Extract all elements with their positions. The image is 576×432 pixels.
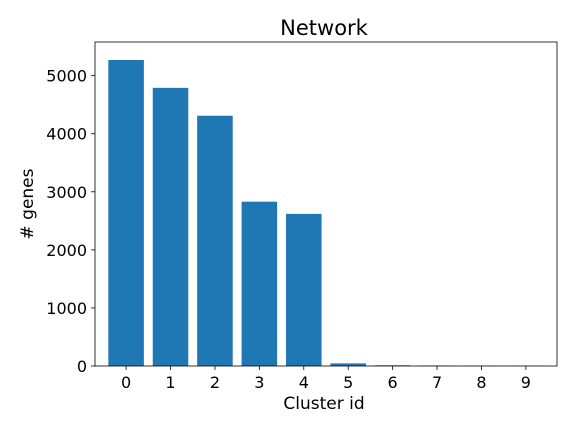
bar-cluster-3 bbox=[241, 201, 278, 366]
y-tick-label: 4000 bbox=[46, 125, 87, 144]
y-tick-label: 2000 bbox=[46, 241, 87, 260]
y-tick-label: 3000 bbox=[46, 183, 87, 202]
x-tick-label: 2 bbox=[210, 373, 220, 392]
x-tick-label: 7 bbox=[432, 373, 442, 392]
x-tick-label: 8 bbox=[476, 373, 486, 392]
bar-cluster-1 bbox=[152, 87, 189, 367]
bar-cluster-5 bbox=[330, 363, 366, 366]
x-tick-label: 3 bbox=[254, 373, 264, 392]
y-tick-label: 5000 bbox=[46, 67, 87, 86]
bar-cluster-0 bbox=[108, 60, 144, 366]
x-tick-label: 1 bbox=[165, 373, 175, 392]
y-axis-label: # genes bbox=[18, 168, 38, 239]
x-tick-label: 4 bbox=[299, 373, 309, 392]
y-tick-label: 1000 bbox=[46, 299, 87, 318]
chart-title: Network bbox=[280, 16, 369, 40]
bar-cluster-4 bbox=[286, 213, 322, 366]
plot-frame bbox=[94, 41, 558, 367]
x-tick-label: 5 bbox=[343, 373, 353, 392]
x-tick-label: 6 bbox=[388, 373, 398, 392]
y-tick-label: 0 bbox=[77, 357, 87, 376]
bar-cluster-2 bbox=[197, 115, 233, 367]
x-axis-ticks: 0 1 2 3 4 5 6 7 8 9 bbox=[121, 366, 531, 392]
y-axis-ticks: 0 1000 2000 3000 4000 5000 bbox=[46, 67, 95, 376]
bars-group bbox=[108, 60, 544, 367]
x-axis-label: Cluster id bbox=[283, 394, 364, 414]
x-tick-label: 0 bbox=[121, 373, 131, 392]
x-tick-label: 9 bbox=[521, 373, 531, 392]
